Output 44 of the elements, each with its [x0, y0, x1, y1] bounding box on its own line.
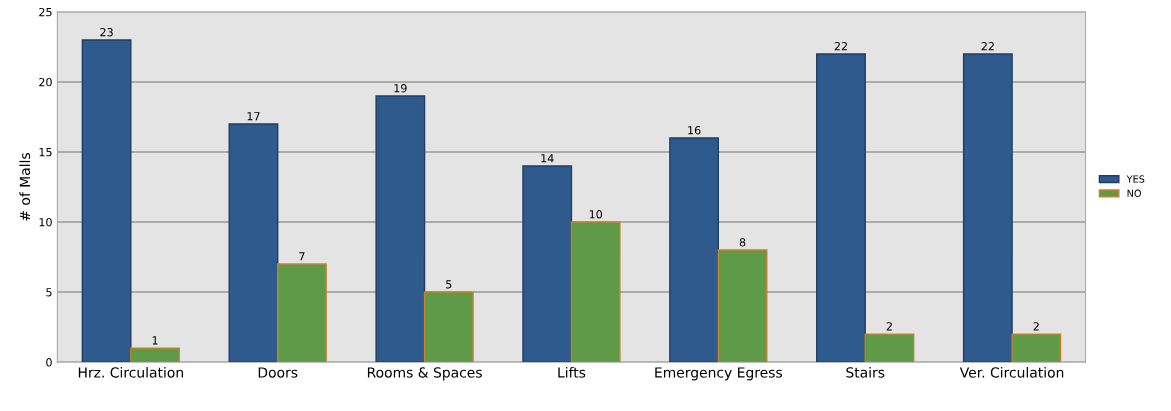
data-label: 8: [739, 238, 746, 247]
data-label: 16: [688, 126, 701, 135]
bar: [717, 249, 768, 363]
legend-label: NO: [1127, 189, 1142, 197]
x-tick-label: Stairs: [846, 366, 885, 378]
y-tick-label: 0: [46, 358, 52, 367]
bar: [130, 347, 180, 363]
y-axis-title: # of Malls: [19, 153, 31, 221]
data-label: 14: [541, 154, 554, 163]
data-label: 5: [446, 280, 452, 289]
x-tick-label: Doors: [258, 367, 298, 378]
bar: [228, 123, 279, 363]
bar: [276, 263, 327, 363]
y-tick-label: 20: [39, 77, 52, 87]
x-tick-label: Emergency Egress: [655, 367, 783, 381]
bar: [570, 221, 621, 363]
x-tick-label: Rooms & Spaces: [367, 367, 482, 381]
bar: [669, 137, 720, 363]
bar: [1011, 333, 1062, 363]
x-tick-label: Lifts: [558, 366, 586, 378]
y-tick-label: 10: [39, 218, 52, 227]
y-tick-label: 5: [46, 288, 52, 297]
data-label: 23: [100, 27, 113, 37]
legend-label: YES: [1126, 175, 1145, 183]
data-label: 22: [981, 41, 994, 51]
bar: [81, 39, 132, 363]
data-label: 2: [1033, 322, 1039, 331]
bar: [423, 291, 474, 363]
data-label: 19: [394, 84, 407, 93]
y-tick-label: 25: [39, 7, 52, 17]
y-tick-label: 15: [39, 148, 52, 157]
bar: [816, 53, 866, 363]
x-tick-label: Hrz. Circulation: [78, 366, 183, 378]
bar: [864, 333, 915, 363]
bar: [522, 165, 573, 363]
data-label: 22: [834, 41, 847, 51]
data-label: 10: [589, 210, 603, 219]
data-label: 1: [152, 336, 158, 345]
bar: [375, 95, 426, 363]
data-label: 7: [299, 252, 305, 261]
data-label: 17: [247, 112, 260, 121]
data-label: 2: [886, 322, 892, 331]
x-tick-label: Ver. Circulation: [959, 366, 1064, 378]
bar: [962, 53, 1013, 363]
